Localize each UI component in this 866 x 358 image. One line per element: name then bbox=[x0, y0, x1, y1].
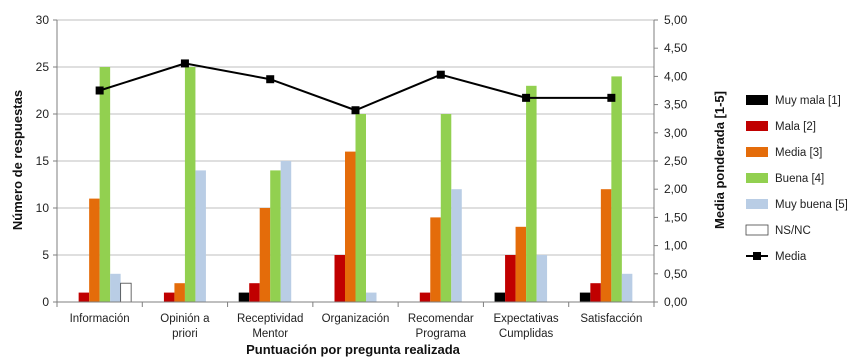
y-tick-label: 10 bbox=[36, 201, 50, 215]
bar bbox=[110, 273, 121, 302]
y-axis-ticks: 0 5 10 15 20 25 30 bbox=[36, 13, 50, 309]
bar bbox=[355, 114, 366, 302]
legend-label: Muy mala [1] bbox=[775, 95, 841, 107]
bar bbox=[259, 208, 271, 302]
legend: Muy mala [1] Mala [2] Media [3] Buena [4] Mu… bbox=[745, 95, 848, 263]
y2-tick-label: 4,50 bbox=[664, 41, 688, 55]
category-labels: Información Opinión a priori Receptividad Me… bbox=[70, 313, 643, 340]
media-point bbox=[95, 86, 104, 95]
category-label: Organización bbox=[322, 313, 390, 325]
media-line bbox=[95, 59, 616, 115]
y-tick-label: 0 bbox=[42, 295, 49, 309]
bar bbox=[99, 67, 111, 302]
category-label: priori bbox=[172, 328, 198, 340]
bar bbox=[334, 255, 345, 302]
legend-swatch bbox=[746, 199, 768, 209]
bar bbox=[89, 198, 100, 302]
legend-label: Mala [2] bbox=[775, 121, 816, 133]
bar bbox=[440, 114, 452, 302]
bar bbox=[536, 255, 548, 302]
y2-axis-title: Media ponderada [1-5] bbox=[712, 91, 727, 229]
media-point bbox=[351, 106, 360, 115]
media-point bbox=[607, 93, 616, 102]
y-tick-label: 25 bbox=[36, 60, 50, 74]
y2-tick-label: 0,00 bbox=[664, 295, 688, 309]
y-tick-label: 15 bbox=[36, 154, 50, 168]
category-label: Receptividad bbox=[237, 313, 303, 325]
y2-axis-ticks: 0,00 0,50 1,00 1,50 2,00 2,50 3,00 3,50 4,00 4,50… bbox=[664, 13, 688, 309]
legend-label: Media bbox=[775, 251, 807, 263]
x-axis-title: Puntuación por pregunta realizada bbox=[246, 342, 461, 357]
bar bbox=[611, 76, 622, 303]
media-point bbox=[436, 70, 445, 79]
y2-tick-label: 1,50 bbox=[664, 210, 688, 224]
category-label: Satisfacción bbox=[580, 313, 642, 325]
bar bbox=[505, 255, 516, 302]
legend-label: Muy buena [5] bbox=[775, 199, 848, 211]
y2-tick-label: 1,00 bbox=[664, 239, 688, 253]
bar bbox=[600, 189, 612, 302]
bar bbox=[238, 292, 250, 302]
y2-tick-label: 4,00 bbox=[664, 69, 688, 83]
category-label: Recomendar bbox=[408, 313, 474, 325]
bar bbox=[494, 292, 506, 302]
bar bbox=[430, 217, 441, 302]
bar bbox=[163, 292, 175, 302]
y2-tick-label: 3,50 bbox=[664, 98, 688, 112]
bar bbox=[526, 85, 537, 302]
bar bbox=[174, 283, 185, 302]
bar bbox=[366, 292, 377, 302]
bar bbox=[249, 283, 260, 302]
y2-tick-label: 3,00 bbox=[664, 126, 688, 140]
media-point bbox=[266, 75, 275, 84]
legend-label: Buena [4] bbox=[775, 173, 824, 185]
y-tick-label: 5 bbox=[42, 248, 49, 262]
bars bbox=[78, 67, 633, 303]
legend-swatch bbox=[746, 147, 768, 157]
y2-tick-label: 2,00 bbox=[664, 182, 688, 196]
y2-tick-label: 5,00 bbox=[664, 13, 688, 27]
legend-swatch bbox=[746, 95, 768, 105]
y-axis-title: Número de respuestas bbox=[10, 90, 25, 230]
y2-tick-label: 0,50 bbox=[664, 267, 688, 281]
media-point bbox=[522, 93, 531, 102]
bar bbox=[280, 161, 292, 302]
bar bbox=[419, 292, 431, 302]
bar bbox=[195, 170, 206, 302]
category-label: Mentor bbox=[252, 328, 288, 340]
legend-label: Media [3] bbox=[775, 147, 822, 159]
y-tick-label: 30 bbox=[36, 13, 50, 27]
y-tick-label: 20 bbox=[36, 107, 50, 121]
bar bbox=[345, 151, 356, 302]
bar bbox=[579, 292, 591, 302]
legend-line-marker bbox=[753, 252, 761, 260]
bar bbox=[621, 273, 633, 302]
category-label: Información bbox=[70, 313, 130, 325]
category-label: Programa bbox=[416, 328, 467, 340]
y2-tick-label: 2,50 bbox=[664, 154, 688, 168]
legend-swatch bbox=[745, 224, 769, 236]
bar bbox=[451, 189, 462, 302]
axes bbox=[53, 19, 658, 307]
legend-label: NS/NC bbox=[775, 225, 811, 237]
legend-swatch bbox=[746, 121, 768, 131]
bar bbox=[78, 292, 90, 302]
category-label: Opinión a bbox=[160, 313, 210, 325]
bar bbox=[184, 67, 196, 302]
category-label: Expectativas bbox=[493, 313, 558, 325]
bar bbox=[270, 170, 281, 302]
media-point bbox=[180, 59, 189, 68]
bar bbox=[120, 282, 132, 303]
bar bbox=[515, 226, 527, 302]
category-label: Cumplidas bbox=[499, 328, 554, 340]
bar bbox=[590, 283, 601, 302]
legend-swatch bbox=[746, 173, 768, 183]
